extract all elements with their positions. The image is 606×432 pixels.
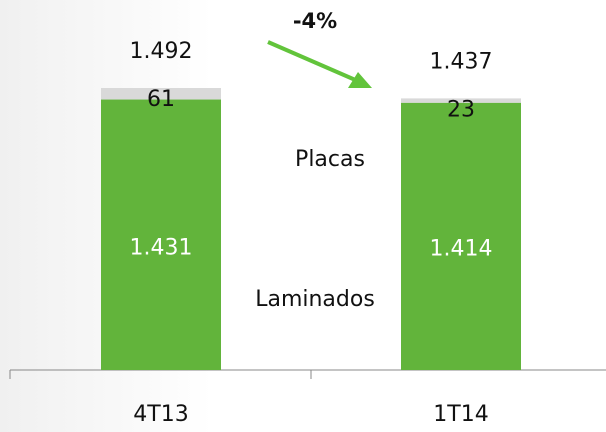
total-label: 1.492 [130, 39, 193, 64]
change-arrow [267, 40, 361, 84]
value-label: 61 [147, 87, 175, 112]
x-tick-label: 1T14 [433, 402, 488, 427]
bar-segment [401, 98, 521, 103]
value-label: 1.431 [130, 235, 193, 260]
series-label: Laminados [255, 287, 375, 312]
total-label: 1.437 [430, 49, 493, 74]
series-label: Placas [295, 147, 365, 172]
value-label: 23 [447, 97, 475, 122]
x-tick-label: 4T13 [133, 402, 188, 427]
bar-segment [401, 102, 521, 371]
bar-segment [101, 88, 221, 100]
value-label: 1.414 [430, 237, 493, 262]
change-annotation: -4% [293, 9, 337, 33]
bar-segment [101, 99, 221, 371]
change-arrowhead [348, 72, 372, 88]
